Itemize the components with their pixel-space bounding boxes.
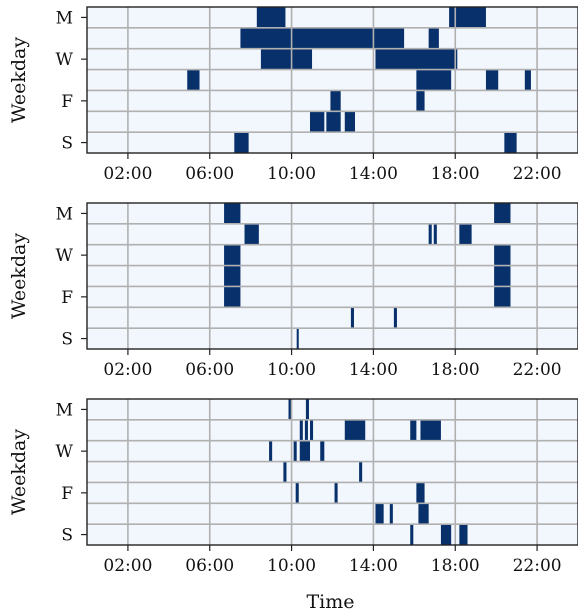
plot-frame bbox=[86, 202, 578, 350]
activity-cell bbox=[256, 7, 286, 28]
activity-cell bbox=[224, 286, 241, 308]
y-tick-label: S bbox=[61, 134, 73, 154]
activity-cell bbox=[309, 111, 325, 133]
activity-cell bbox=[344, 419, 366, 441]
activity-cell bbox=[416, 482, 425, 504]
x-tick-label: 06:00 bbox=[185, 164, 234, 184]
y-tick-label: M bbox=[56, 8, 73, 28]
activity-cell bbox=[428, 223, 432, 245]
y-tick-label: F bbox=[61, 288, 73, 308]
activity-cell bbox=[269, 440, 273, 462]
activity-cell bbox=[389, 503, 393, 525]
activity-cell bbox=[326, 111, 341, 133]
y-tick-label: M bbox=[56, 400, 73, 420]
x-axis-label: Time bbox=[306, 591, 354, 613]
y-axis-label: Weekday bbox=[8, 37, 30, 123]
chart-panel-2: M W F S 02:00 06:00 10:00 14:00 18:00 22:00 Weekda… bbox=[8, 202, 578, 380]
activity-cell bbox=[187, 69, 200, 91]
activity-cell bbox=[320, 440, 325, 462]
x-tick-label: 22:00 bbox=[513, 164, 562, 184]
activity-cell bbox=[295, 482, 299, 504]
activity-cell bbox=[410, 419, 417, 441]
x-tick-label: 06:00 bbox=[185, 360, 234, 380]
activity-cell bbox=[309, 419, 314, 441]
y-axis-label: Weekday bbox=[8, 429, 30, 515]
x-tick-label: 18:00 bbox=[431, 556, 480, 576]
activity-cell bbox=[433, 223, 437, 245]
activity-cell bbox=[299, 440, 310, 462]
y-tick-label: F bbox=[61, 92, 73, 112]
activity-cell bbox=[344, 111, 356, 133]
activity-cell bbox=[494, 286, 511, 308]
plot-frame bbox=[86, 398, 578, 546]
x-tick-label: 18:00 bbox=[431, 164, 480, 184]
activity-cell bbox=[260, 48, 313, 70]
x-tick-label: 02:00 bbox=[103, 360, 152, 380]
x-tick-label: 02:00 bbox=[103, 556, 152, 576]
x-tick-label: 06:00 bbox=[185, 556, 234, 576]
activity-cell bbox=[418, 503, 429, 525]
activity-cell bbox=[494, 203, 511, 224]
activity-cell bbox=[283, 461, 287, 483]
activity-cell bbox=[288, 399, 292, 420]
activity-cell bbox=[224, 203, 241, 224]
activity-cell bbox=[504, 132, 517, 153]
activity-cell bbox=[299, 419, 303, 441]
activity-cell bbox=[293, 440, 297, 462]
activity-cell bbox=[359, 461, 363, 483]
activity-cell bbox=[305, 399, 309, 420]
y-tick-label: W bbox=[56, 246, 74, 266]
activity-cell bbox=[224, 244, 241, 266]
activity-cell bbox=[350, 307, 354, 329]
activity-cell bbox=[416, 90, 425, 112]
activity-cell bbox=[240, 27, 405, 49]
activity-cell bbox=[304, 419, 308, 441]
x-tick-label: 22:00 bbox=[513, 556, 562, 576]
activity-cell bbox=[375, 48, 458, 70]
activity-cell bbox=[449, 7, 486, 28]
x-tick-label: 10:00 bbox=[267, 360, 316, 380]
activity-cell bbox=[420, 419, 441, 441]
x-tick-label: 22:00 bbox=[513, 360, 562, 380]
activity-cell bbox=[334, 482, 338, 504]
activity-cell bbox=[485, 69, 499, 91]
x-tick-label: 10:00 bbox=[267, 164, 316, 184]
activity-cell bbox=[234, 132, 249, 153]
activity-cell bbox=[428, 27, 439, 49]
x-tick-label: 14:00 bbox=[349, 360, 398, 380]
activity-cell bbox=[440, 524, 452, 545]
y-tick-label: M bbox=[56, 204, 73, 224]
y-tick-label: W bbox=[56, 50, 74, 70]
x-tick-label: 18:00 bbox=[431, 360, 480, 380]
y-tick-label: F bbox=[61, 484, 73, 504]
activity-cell bbox=[494, 265, 511, 287]
activity-cell bbox=[296, 328, 299, 349]
chart-panel-1: M W F S 02:00 06:00 10:00 14:00 18:00 22:00 Weekda… bbox=[8, 6, 578, 184]
x-tick-label: 02:00 bbox=[103, 164, 152, 184]
activity-cell bbox=[459, 524, 468, 545]
plot-frame bbox=[86, 6, 578, 154]
x-tick-label: 10:00 bbox=[267, 556, 316, 576]
y-tick-label: S bbox=[61, 526, 73, 546]
y-tick-label: W bbox=[56, 442, 74, 462]
activity-cell bbox=[410, 524, 414, 545]
chart-panel-3: M W F S 02:00 06:00 10:00 14:00 18:00 22:00 Weekda… bbox=[8, 398, 578, 613]
activity-cell bbox=[244, 223, 259, 245]
activity-cell bbox=[330, 90, 341, 112]
activity-cell bbox=[375, 503, 384, 525]
plot-background bbox=[87, 399, 578, 545]
activity-cell bbox=[524, 69, 531, 91]
activity-cell bbox=[393, 307, 397, 329]
activity-cell bbox=[459, 223, 472, 245]
activity-cell bbox=[494, 244, 511, 266]
x-tick-label: 14:00 bbox=[349, 556, 398, 576]
activity-cell bbox=[416, 69, 452, 91]
activity-cell bbox=[224, 265, 241, 287]
x-tick-label: 14:00 bbox=[349, 164, 398, 184]
y-axis-label: Weekday bbox=[8, 233, 30, 319]
y-tick-label: S bbox=[61, 330, 73, 350]
